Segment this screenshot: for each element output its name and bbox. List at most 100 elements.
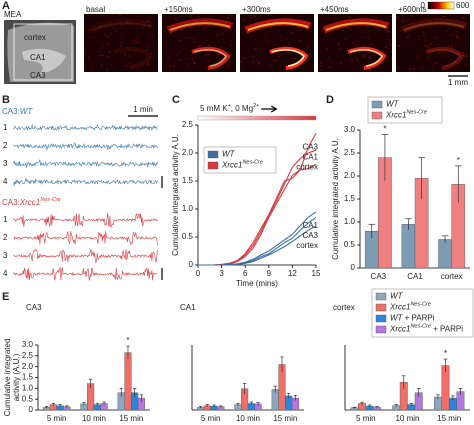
frame-noise bbox=[178, 50, 181, 53]
frame-noise bbox=[193, 61, 195, 64]
frame-noise bbox=[399, 29, 401, 31]
frame-noise bbox=[440, 17, 443, 20]
text-part: + PARPi bbox=[402, 314, 434, 323]
frame-noise bbox=[422, 34, 425, 37]
frame-noise bbox=[362, 56, 365, 58]
trace-number: 2 bbox=[3, 141, 8, 150]
frame-noise bbox=[100, 64, 103, 67]
text-part: Xrcc1 bbox=[389, 325, 410, 334]
frame-noise bbox=[184, 14, 187, 16]
chart-title: CA1 bbox=[180, 303, 196, 312]
frame-noise bbox=[442, 51, 444, 54]
y-axis-label: Cumulative integrated bbox=[3, 339, 12, 417]
frame-noise bbox=[447, 45, 449, 48]
x-tick-label: 10 min bbox=[236, 414, 260, 423]
frame-noise bbox=[436, 22, 438, 25]
frame-noise bbox=[463, 17, 466, 19]
frame-noise bbox=[171, 32, 173, 35]
frame-noise bbox=[433, 49, 435, 51]
frame-noise bbox=[252, 56, 254, 58]
frame-noise bbox=[119, 14, 121, 16]
region-label: CA1 bbox=[30, 53, 46, 62]
frame-noise bbox=[129, 65, 132, 68]
frame-noise bbox=[370, 44, 372, 47]
frame-noise bbox=[123, 52, 125, 54]
frame-noise bbox=[207, 53, 210, 56]
frame-noise bbox=[101, 63, 103, 65]
frame-noise bbox=[457, 44, 459, 46]
text-part: Xrcc1 bbox=[385, 111, 406, 120]
x-tick-label: 0 bbox=[196, 269, 201, 278]
bar bbox=[124, 352, 132, 411]
text-part: + bbox=[228, 103, 231, 109]
legend-swatch bbox=[375, 325, 387, 334]
frame-noise bbox=[186, 63, 189, 65]
frame-noise bbox=[462, 51, 464, 54]
frame-noise bbox=[364, 36, 367, 39]
frame-label: +150ms bbox=[164, 5, 193, 14]
bar bbox=[441, 365, 450, 411]
frame-label: +300ms bbox=[242, 5, 271, 14]
panel-letter: D bbox=[326, 94, 334, 106]
frame-noise bbox=[427, 46, 430, 48]
bar bbox=[438, 239, 452, 269]
x-tick-label: 10 min bbox=[395, 414, 419, 423]
frame-noise bbox=[147, 20, 149, 22]
frame-noise bbox=[280, 39, 282, 42]
frame-noise bbox=[413, 67, 415, 70]
region-label: cortex bbox=[24, 33, 46, 42]
frame-noise bbox=[324, 17, 326, 19]
panel-letter: A bbox=[2, 0, 10, 12]
frame-noise bbox=[365, 26, 368, 28]
frame-noise bbox=[290, 57, 293, 59]
chart-title: CA3 bbox=[26, 303, 42, 312]
frame-noise bbox=[368, 68, 371, 71]
frame-noise bbox=[308, 67, 310, 69]
frame-noise bbox=[233, 18, 236, 20]
legend-swatch bbox=[207, 150, 219, 159]
frame-noise bbox=[369, 56, 372, 58]
frame-noise bbox=[146, 49, 148, 52]
x-tick-label: 15 bbox=[312, 269, 321, 278]
frame-noise bbox=[251, 16, 253, 19]
y-tick-label: 2.5 bbox=[22, 351, 34, 360]
frame-noise bbox=[91, 65, 94, 67]
y-axis-label: activity (A.U.) bbox=[12, 353, 21, 401]
frame-noise bbox=[119, 45, 122, 47]
frame-noise bbox=[88, 29, 90, 31]
frame-label: +600ms bbox=[398, 5, 427, 14]
legend-swatch bbox=[207, 161, 219, 170]
frame-noise bbox=[172, 65, 175, 68]
frame-noise bbox=[368, 58, 371, 60]
text-part: 5 mM K bbox=[200, 104, 228, 113]
frame-noise bbox=[147, 63, 150, 66]
frame-noise bbox=[258, 48, 260, 50]
frame-noise bbox=[217, 53, 220, 55]
x-tick-label: 15 min bbox=[273, 414, 297, 423]
y-tick-label: 2.0 bbox=[182, 148, 194, 157]
frame-noise bbox=[331, 60, 333, 63]
frame-noise bbox=[363, 45, 365, 48]
frame-noise bbox=[129, 62, 132, 65]
y-tick-label: 2.5 bbox=[182, 120, 194, 129]
legend-label: WT bbox=[222, 150, 236, 159]
frame-noise bbox=[227, 64, 230, 67]
frame-noise bbox=[101, 54, 104, 57]
frame-noise bbox=[232, 34, 234, 36]
frame-noise bbox=[106, 69, 108, 71]
frame-noise bbox=[398, 44, 400, 47]
frame-label: +450ms bbox=[320, 5, 349, 14]
y-tick-label: 2.0 bbox=[22, 362, 34, 371]
legend-label: WT bbox=[386, 100, 400, 109]
frame-noise bbox=[321, 30, 324, 32]
y-tick-label: 1.5 bbox=[22, 373, 34, 382]
frame-noise bbox=[366, 45, 369, 48]
legend-swatch bbox=[375, 303, 387, 312]
frame-noise bbox=[418, 35, 420, 38]
hippocampus bbox=[22, 48, 66, 74]
line-label: CA3 bbox=[302, 143, 318, 152]
frame-noise bbox=[149, 56, 151, 59]
text-part: Nes-Cre bbox=[406, 110, 426, 116]
frame-noise bbox=[333, 17, 335, 20]
text-part: WT bbox=[390, 292, 404, 301]
